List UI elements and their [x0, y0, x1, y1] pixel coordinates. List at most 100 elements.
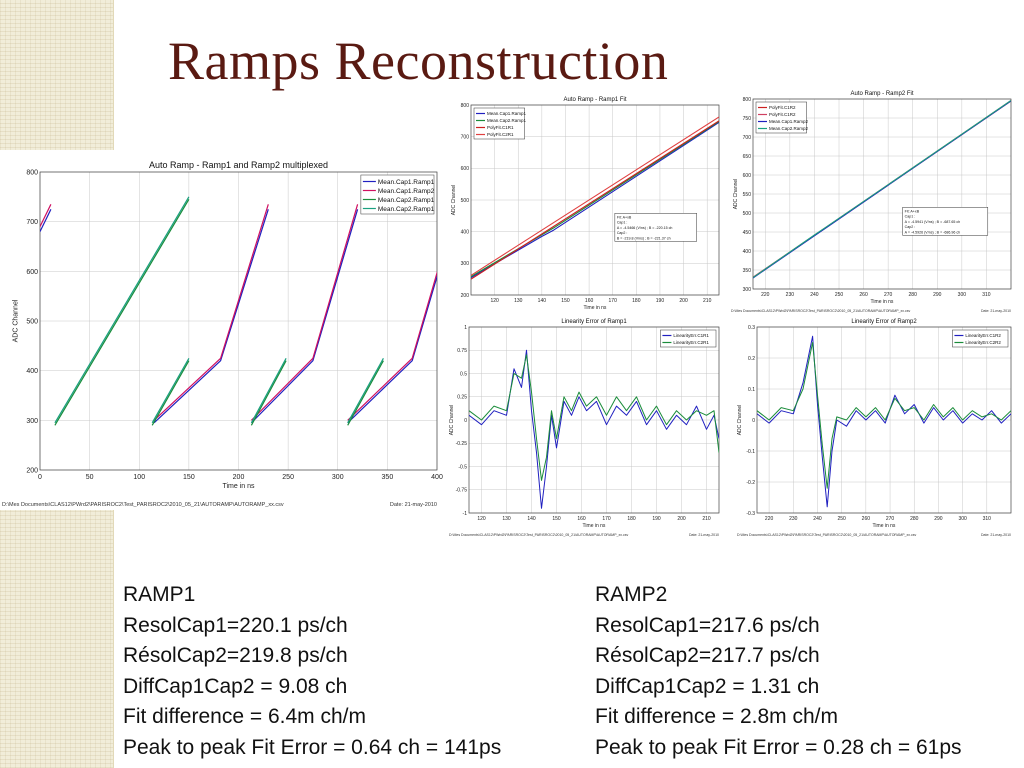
- series-line-1-0: [40, 204, 52, 227]
- slide-title: Ramps Reconstruction: [168, 31, 669, 91]
- series-line-0-0: [40, 209, 52, 232]
- x-axis-label: Time in ns: [222, 483, 255, 490]
- x-tick-label: 210: [703, 298, 712, 304]
- y-axis-label: ADC Channel: [451, 185, 457, 216]
- legend-label: Mean.Cap2.Ramp1: [487, 118, 527, 123]
- series-line-1-0: [757, 342, 1011, 489]
- chart-linearity-ramp1-svg: Linearity Error of Ramp1 120 130 140 150 160 1…: [449, 319, 720, 537]
- series-line-3-0: [471, 116, 719, 276]
- fit-results-line: Cap1 :: [617, 221, 628, 225]
- chart-footer-date: Date: 21-may-2010: [689, 533, 719, 537]
- chart-title: Auto Ramp - Ramp1 and Ramp2 multiplexed: [149, 160, 328, 170]
- ramp1-summary: RAMP1 ResolCap1=220.1 ps/ch RésolCap2=21…: [123, 580, 501, 764]
- y-tick-label: 300: [461, 261, 470, 267]
- chart-footer-date: Date: 21-may-2010: [390, 502, 437, 508]
- x-tick-label: 240: [810, 292, 819, 298]
- x-tick-label: 310: [982, 292, 991, 298]
- plot-frame: [468, 326, 720, 514]
- y-tick-label: 350: [743, 268, 752, 274]
- y-tick-label: 500: [461, 198, 470, 204]
- legend-label: LinearityErr.C2R2: [965, 340, 1001, 345]
- legend-box: [952, 329, 1009, 348]
- y-tick-label: 650: [743, 154, 752, 160]
- x-axis-label: Time in ns: [584, 305, 607, 311]
- chart-ramp1-fit: Auto Ramp - Ramp1 Fit 120 130 140 150 160 170 1…: [447, 90, 727, 322]
- series-line-0-1: [153, 209, 269, 424]
- chart-footer-path: D:\Mes Documents\CLAS12\PWrd2\PARISROC2\…: [731, 309, 910, 313]
- y-tick-label: 700: [26, 219, 38, 226]
- x-tick-label: 160: [577, 516, 586, 522]
- y-tick-label: 400: [26, 368, 38, 375]
- y-tick-label: -1: [463, 511, 468, 517]
- fit-results-line: Fit: A+xB: [905, 210, 920, 214]
- x-tick-label: 220: [765, 516, 774, 522]
- y-tick-label: 1: [464, 325, 467, 331]
- x-tick-label: 260: [862, 516, 871, 522]
- legend-label: PolyFit.C1R2: [769, 112, 796, 117]
- x-tick-label: 200: [679, 298, 688, 304]
- x-tick-label: 250: [837, 516, 846, 522]
- x-tick-label: 250: [835, 292, 844, 298]
- ramp1-fit-difference: Fit difference = 6.4m ch/m: [123, 705, 366, 729]
- series-line-0-2: [250, 209, 359, 424]
- chart-title: Auto Ramp - Ramp1 Fit: [563, 97, 626, 103]
- ramp2-peak-to-peak: Peak to peak Fit Error = 0.28 ch = 61ps: [595, 735, 962, 759]
- fit-results-line: Cap2 :: [617, 231, 628, 235]
- x-tick-label: 350: [382, 474, 394, 481]
- y-axis-label: ADC Channel: [733, 179, 739, 210]
- fit-results-box: [614, 213, 697, 242]
- chart-multiplexed-svg: Auto Ramp - Ramp1 and Ramp2 multiplexed 0…: [2, 160, 443, 508]
- x-tick-label: 100: [133, 474, 145, 481]
- chart-title: Linearity Error of Ramp2: [851, 319, 917, 325]
- legend-label: Mean.Cap2.Ramp2: [769, 126, 809, 131]
- x-tick-label: 210: [702, 516, 711, 522]
- chart-footer-path: D:\Mes Documents\CLAS12\PWrd2\PARISROC2\…: [2, 502, 284, 508]
- x-tick-label: 240: [813, 516, 822, 522]
- x-tick-label: 220: [761, 292, 770, 298]
- x-tick-label: 300: [332, 474, 344, 481]
- x-tick-label: 270: [884, 292, 893, 298]
- x-tick-label: 150: [552, 516, 561, 522]
- plot-frame: [756, 326, 1012, 514]
- x-tick-label: 290: [933, 292, 942, 298]
- y-tick-label: 450: [743, 230, 752, 236]
- series-line-1-0: [471, 121, 719, 278]
- x-tick-label: 230: [786, 292, 795, 298]
- x-tick-label: 150: [183, 474, 195, 481]
- series-line-2-1: [151, 360, 190, 426]
- fit-results-line: A = -4.5466 (V/ns) ; B = -220.15 ch: [617, 226, 673, 230]
- chart-ramp1-fit-svg: Auto Ramp - Ramp1 Fit 120 130 140 150 160 170 1…: [449, 97, 720, 319]
- y-tick-label: 550: [743, 192, 752, 198]
- y-tick-label: 800: [743, 97, 752, 103]
- ramp2-diff-cap1-cap2: DiffCap1Cap2 = 1.31 ch: [595, 674, 820, 698]
- y-tick-label: 750: [743, 116, 752, 122]
- series-line-3-3: [347, 358, 384, 424]
- ramp2-heading: RAMP2: [595, 583, 668, 606]
- ramp1-heading: RAMP1: [123, 583, 196, 606]
- series-line-1-3: [347, 270, 437, 421]
- y-axis-label: ADC Channel: [737, 405, 743, 436]
- y-tick-label: -0.2: [746, 480, 755, 486]
- x-tick-label: 130: [514, 298, 523, 304]
- y-tick-label: 0.5: [460, 371, 467, 377]
- series-group: [757, 335, 1011, 508]
- x-tick-label: 160: [585, 298, 594, 304]
- y-tick-label: 0.1: [748, 387, 755, 393]
- chart-linearity-ramp2: Linearity Error of Ramp2 220 230 240 250 260 2…: [735, 314, 1021, 540]
- x-tick-label: 180: [632, 298, 641, 304]
- chart-linearity-ramp2-svg: Linearity Error of Ramp2 220 230 240 250 260 2…: [737, 319, 1012, 537]
- y-tick-label: 500: [26, 318, 38, 325]
- x-tick-label: 190: [652, 516, 661, 522]
- chart-title: Linearity Error of Ramp1: [561, 319, 627, 325]
- y-tick-label: 700: [461, 134, 470, 140]
- legend-label: LinearityErr.C2R1: [673, 340, 709, 345]
- y-tick-label: 700: [743, 135, 752, 141]
- legend-label: PolyFit.C1R2: [769, 105, 796, 110]
- x-tick-label: 300: [958, 292, 967, 298]
- x-tick-label: 130: [502, 516, 511, 522]
- ramp1-resol-cap2: RésolCap2=219.8 ps/ch: [123, 644, 348, 668]
- y-tick-label: 0: [464, 418, 467, 424]
- y-tick-label: 0: [752, 418, 755, 424]
- x-tick-label: 200: [677, 516, 686, 522]
- legend-label: Mean.Cap2.Ramp1: [378, 206, 435, 213]
